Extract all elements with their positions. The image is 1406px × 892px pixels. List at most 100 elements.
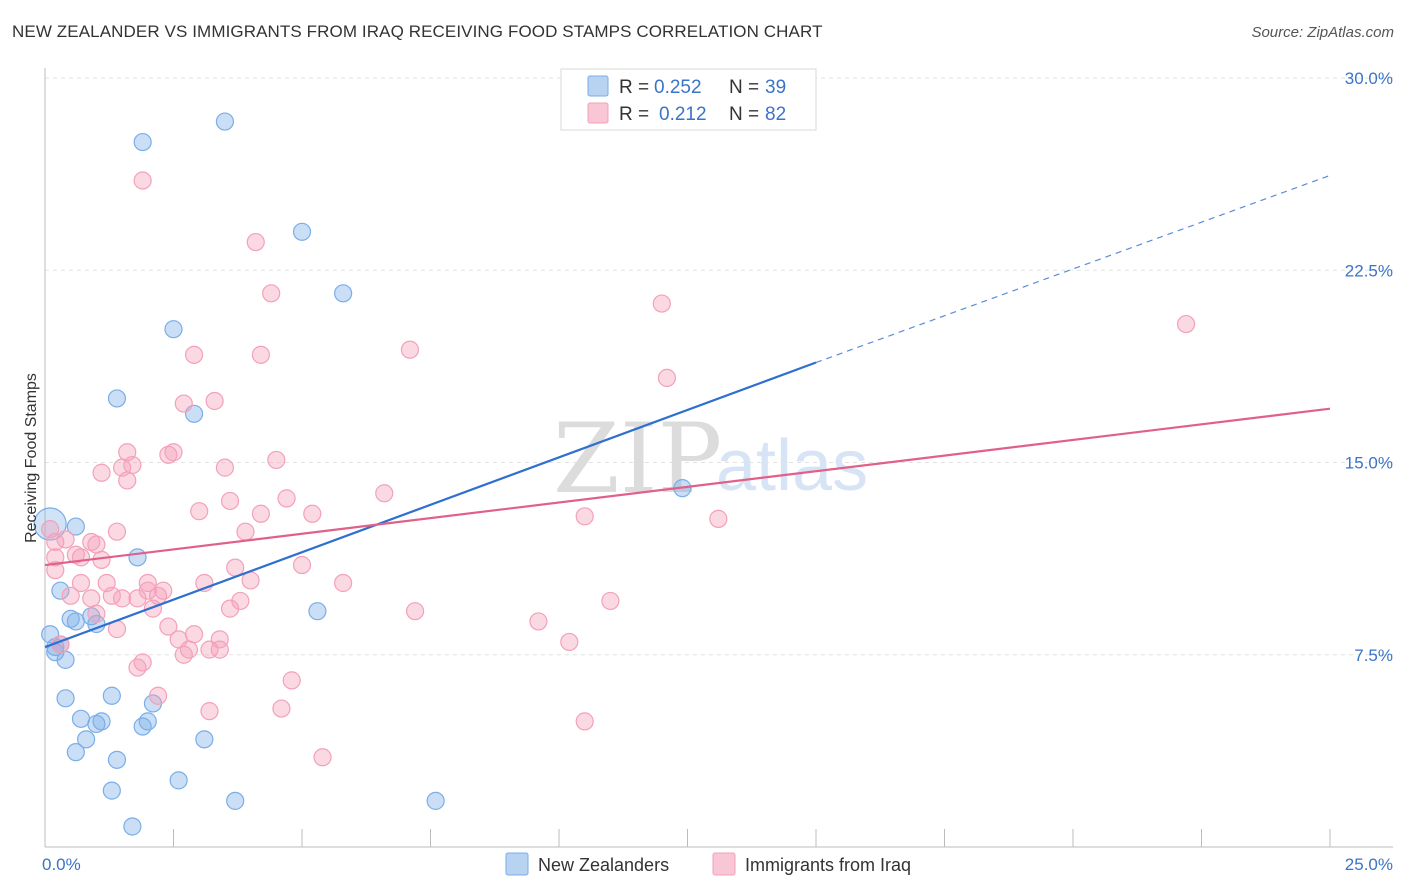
legend-r-value-1: 0.252 [654, 77, 702, 98]
point-immigrants-from-iraq [46, 561, 65, 580]
x-tick-label: 25.0% [1345, 855, 1393, 874]
legend-n-label-2: N = [729, 104, 759, 125]
point-immigrants-from-iraq [174, 394, 193, 413]
point-immigrants-from-iraq [154, 581, 173, 600]
point-immigrants-from-iraq [148, 686, 168, 705]
point-immigrants-from-iraq [236, 522, 255, 541]
y-tick-label: 15.0% [1345, 454, 1393, 473]
point-new-zealanders [87, 714, 106, 734]
watermark-zip: ZIP [553, 403, 722, 515]
point-immigrants-from-iraq [709, 509, 728, 528]
point-immigrants-from-iraq [56, 530, 75, 549]
point-immigrants-from-iraq [138, 581, 157, 600]
series-legend-immigrants-from-iraq: Immigrants from Iraq [745, 855, 911, 875]
axes: 7.5% 15.0% 22.5% 30.0% 0.0% 25.0% [42, 68, 1393, 874]
point-immigrants-from-iraq [128, 658, 147, 677]
point-immigrants-from-iraq [82, 532, 101, 552]
point-immigrants-from-iraq [184, 345, 204, 364]
point-immigrants-from-iraq [87, 535, 106, 554]
point-immigrants-from-iraq [529, 612, 548, 631]
point-immigrants-from-iraq [61, 586, 80, 605]
point-immigrants-from-iraq [82, 589, 101, 608]
series-legend-new-zealanders: New Zealanders [538, 855, 669, 875]
point-immigrants-from-iraq [400, 340, 420, 359]
trend-line-new-zealanders [44, 361, 817, 649]
point-immigrants-from-iraq [71, 548, 91, 567]
grid-lines [45, 77, 1393, 656]
legend-r-value-2: 0.212 [659, 104, 707, 125]
y-tick-label: 7.5% [1354, 646, 1393, 665]
watermark-atlas: atlas [716, 426, 868, 506]
point-immigrants-from-iraq [128, 589, 147, 608]
point-immigrants-from-iraq [251, 504, 270, 523]
source-label: Source: ZipAtlas.com [1251, 24, 1394, 41]
trend-line-immigrants-from-iraq [44, 407, 1331, 567]
point-new-zealanders [102, 781, 121, 800]
point-immigrants-from-iraq [112, 589, 132, 608]
point-immigrants-from-iraq [652, 294, 671, 313]
series-legend-swatch-iraq [712, 852, 736, 876]
point-immigrants-from-iraq [334, 573, 353, 593]
legend-r-label-2: R = [619, 104, 649, 125]
point-new-zealanders [195, 730, 214, 749]
legend-r-label-1: R = [619, 77, 649, 98]
point-new-zealanders [215, 112, 234, 131]
point-immigrants-from-iraq [405, 602, 425, 621]
point-immigrants-from-iraq [282, 671, 301, 690]
point-immigrants-from-iraq [303, 504, 322, 523]
point-immigrants-from-iraq [71, 573, 91, 593]
point-immigrants-from-iraq [1176, 314, 1196, 334]
point-immigrants-from-iraq [246, 232, 265, 252]
point-immigrants-from-iraq [205, 391, 224, 411]
point-immigrants-from-iraq [313, 748, 332, 767]
point-immigrants-from-iraq [601, 591, 620, 611]
point-immigrants-from-iraq [220, 491, 240, 511]
point-new-zealanders [226, 791, 245, 810]
point-immigrants-from-iraq [657, 368, 677, 388]
point-new-zealanders [138, 712, 157, 731]
point-immigrants-from-iraq [133, 171, 152, 190]
point-new-zealanders [164, 320, 183, 339]
point-immigrants-from-iraq [267, 450, 286, 470]
point-new-zealanders [133, 717, 152, 736]
point-new-zealanders [128, 548, 147, 567]
point-new-zealanders [71, 709, 91, 728]
point-new-zealanders [77, 730, 96, 749]
legend-n-label-1: N = [729, 77, 759, 98]
point-new-zealanders [66, 743, 85, 762]
point-immigrants-from-iraq [164, 443, 183, 462]
point-immigrants-from-iraq [87, 604, 106, 623]
point-immigrants-from-iraq [184, 625, 204, 644]
point-immigrants-from-iraq [220, 599, 240, 618]
point-immigrants-from-iraq [174, 645, 193, 664]
legend-swatch-pink [587, 102, 609, 124]
stats-legend: R = 0.252 N = 39 R = 0.212 N = 82 [560, 68, 817, 131]
point-immigrants-from-iraq [560, 632, 579, 652]
point-new-zealanders [426, 791, 445, 810]
point-new-zealanders [51, 581, 70, 600]
point-new-zealanders [56, 689, 75, 708]
point-new-zealanders [61, 609, 80, 628]
point-new-zealanders [92, 712, 111, 731]
point-immigrants-from-iraq [200, 702, 219, 721]
point-immigrants-from-iraq [46, 548, 65, 567]
point-new-zealanders [66, 517, 85, 536]
point-new-zealanders [169, 771, 188, 790]
point-immigrants-from-iraq [138, 573, 157, 593]
point-new-zealanders [133, 132, 152, 152]
y-tick-label: 30.0% [1345, 69, 1393, 88]
point-new-zealanders [308, 602, 327, 621]
point-immigrants-from-iraq [251, 345, 270, 364]
point-immigrants-from-iraq [159, 617, 178, 636]
point-immigrants-from-iraq [66, 545, 85, 564]
point-immigrants-from-iraq [272, 699, 291, 718]
point-immigrants-from-iraq [118, 471, 137, 490]
point-immigrants-from-iraq [210, 630, 229, 649]
point-new-zealanders [66, 612, 85, 631]
point-immigrants-from-iraq [133, 653, 152, 672]
y-tick-label: 22.5% [1345, 261, 1393, 280]
trend-lines [44, 174, 1331, 649]
point-new-zealanders [334, 284, 353, 303]
x-tick-label: 0.0% [42, 855, 81, 874]
